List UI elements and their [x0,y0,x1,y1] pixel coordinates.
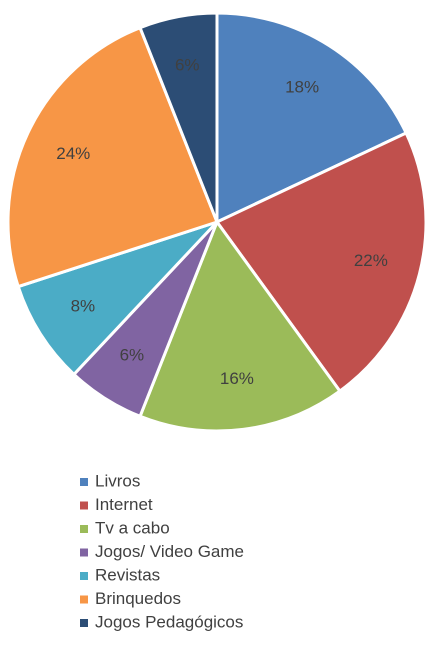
pie-slice [138,11,219,223]
pie-slice [16,220,219,377]
legend-swatch [80,595,88,604]
legend-label: Revistas [95,565,160,584]
data-label: 18% [285,77,319,96]
data-label: 24% [56,144,90,163]
data-label: 22% [354,251,388,270]
legend-label: Brinquedos [95,589,181,608]
legend-swatch [80,478,88,486]
pie-slice [138,218,342,433]
data-label: 6% [120,346,145,365]
pie-slice [214,131,425,394]
legend-label: Jogos/ Video Game [95,542,244,561]
legend-swatch [80,525,88,533]
legend-swatch [80,572,88,580]
legend-label: Tv a cabo [95,518,170,537]
pie-slice [215,11,409,225]
legend-label: Internet [95,495,153,514]
legend-label: Livros [95,471,140,490]
legend-swatch [80,501,88,510]
data-label: 8% [71,297,96,316]
legend-swatch [80,548,88,557]
data-label: 6% [175,55,200,74]
legend-label: Jogos Pedagógicos [95,612,243,631]
data-label: 16% [220,369,254,388]
legend-swatch [80,619,88,627]
